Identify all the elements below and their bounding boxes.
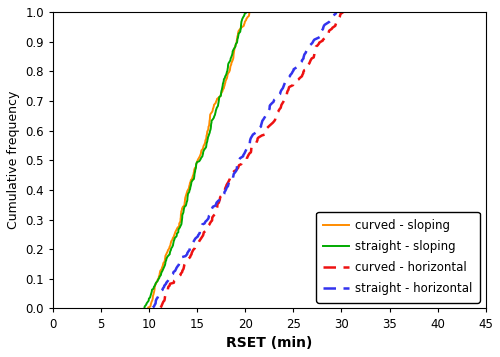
curved - sloping xyxy=(246,10,252,14)
curved - sloping xyxy=(238,26,244,30)
straight - horizontal xyxy=(184,251,190,255)
straight - sloping xyxy=(244,10,250,14)
straight - sloping xyxy=(148,293,154,298)
curved - horizontal xyxy=(204,227,210,232)
curved - sloping xyxy=(150,293,156,298)
curved - sloping xyxy=(174,227,180,232)
straight - sloping xyxy=(238,26,244,30)
curved - sloping xyxy=(146,305,152,310)
curved - sloping xyxy=(164,251,170,255)
straight - sloping xyxy=(167,251,173,255)
curved - horizontal xyxy=(322,35,328,40)
straight - horizontal xyxy=(198,227,203,232)
Y-axis label: Cumulative frequency: Cumulative frequency xyxy=(7,91,20,230)
curved - sloping xyxy=(234,35,240,40)
Line: curved - sloping: curved - sloping xyxy=(148,12,250,307)
curved - horizontal xyxy=(162,293,168,298)
Line: straight - horizontal: straight - horizontal xyxy=(153,12,336,307)
straight - sloping xyxy=(149,287,155,292)
Line: curved - horizontal: curved - horizontal xyxy=(160,12,344,307)
straight - sloping xyxy=(176,227,182,232)
X-axis label: RSET (min): RSET (min) xyxy=(226,336,312,350)
straight - horizontal xyxy=(160,287,166,292)
straight - sloping xyxy=(235,35,241,40)
curved - horizontal xyxy=(330,26,336,30)
curved - horizontal xyxy=(340,10,346,14)
Legend: curved - sloping, straight - sloping, curved - horizontal, straight - horizontal: curved - sloping, straight - sloping, cu… xyxy=(316,212,480,303)
straight - horizontal xyxy=(320,26,326,30)
straight - horizontal xyxy=(156,293,162,298)
straight - horizontal xyxy=(150,305,156,310)
curved - horizontal xyxy=(158,305,164,310)
curved - horizontal xyxy=(188,251,194,255)
curved - horizontal xyxy=(165,287,171,292)
straight - horizontal xyxy=(334,10,340,14)
curved - sloping xyxy=(152,287,158,292)
straight - horizontal xyxy=(316,35,322,40)
straight - sloping xyxy=(142,305,148,310)
Line: straight - sloping: straight - sloping xyxy=(144,12,247,307)
